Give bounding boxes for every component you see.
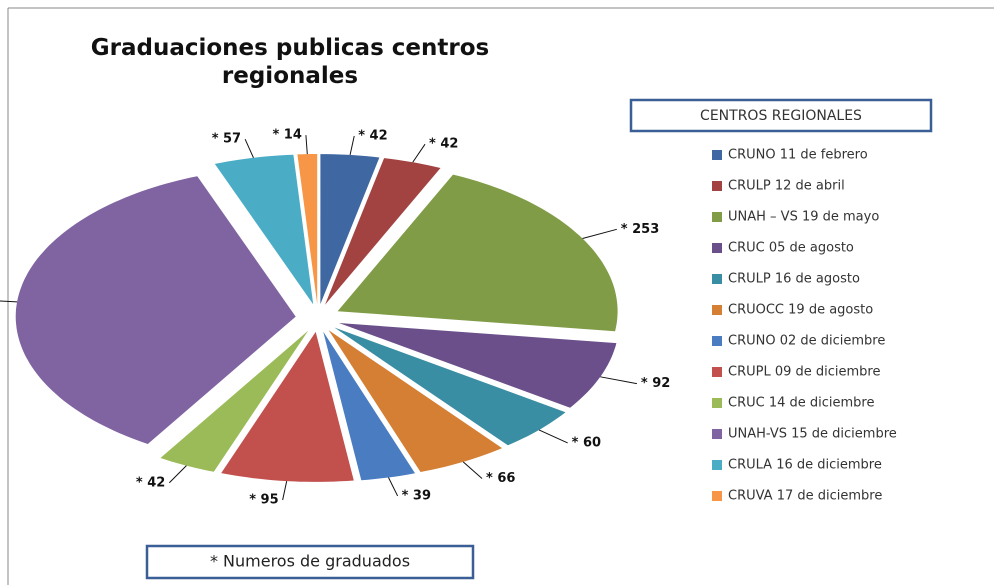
legend-label: CRUOCC 19 de agosto: [728, 303, 873, 318]
value-label: * 42: [136, 475, 165, 490]
pie-slice: [15, 176, 296, 444]
value-label: * 60: [572, 435, 601, 450]
value-label: * 253: [621, 222, 659, 237]
legend-label: CRULP 16 de agosto: [728, 272, 860, 287]
legend-swatch: [712, 274, 722, 284]
legend-label: CRUNO 02 de diciembre: [728, 334, 885, 349]
legend-label: CRUNO 11 de febrero: [728, 148, 868, 163]
note: * Numeros de graduados: [210, 552, 410, 571]
leader-line: [538, 429, 568, 444]
legend-title-box: [629, 98, 933, 133]
leader-line: [349, 135, 355, 156]
pie-slice: [160, 330, 309, 472]
legend-label: CRULA 16 de diciembre: [728, 458, 882, 473]
leader-line: [282, 481, 288, 501]
leader-line: [412, 143, 426, 163]
pie-slice: [297, 154, 318, 305]
legend-label: CRUPL 09 de diciembre: [728, 365, 881, 380]
legend-swatch: [712, 305, 722, 315]
legend-swatch: [712, 243, 722, 253]
legend-title: CENTROS REGIONALES: [700, 108, 862, 124]
legend-swatch: [712, 398, 722, 408]
leader-line: [244, 139, 254, 158]
legend-swatch: [712, 150, 722, 160]
legend-swatch: [712, 181, 722, 191]
pie-slice: [320, 154, 380, 305]
pie-slice: [325, 158, 441, 305]
pie-slice: [338, 323, 617, 408]
pie-slice: [328, 330, 503, 472]
legend-swatch: [712, 336, 722, 346]
chart-title: Graduaciones publicas centros regionales: [91, 35, 489, 89]
legend-label: CRUVA 17 de diciembre: [728, 489, 882, 504]
value-label: * 42: [358, 129, 387, 144]
value-label: * 39: [402, 488, 431, 503]
legend-label: CRUC 05 de agosto: [728, 241, 854, 256]
value-label: * 57: [212, 132, 241, 147]
legend-swatch: [712, 460, 722, 470]
leader-line: [305, 135, 308, 155]
pie-slice: [323, 331, 415, 481]
leader-line: [168, 465, 187, 484]
leader-line: [0, 300, 18, 303]
pie-slice: [334, 327, 566, 446]
leader-line: [600, 376, 637, 385]
legend-label: UNAH – VS 19 de mayo: [728, 210, 879, 225]
legend-swatch: [712, 212, 722, 222]
title: Graduaciones publicas centros regionales: [91, 35, 489, 89]
legend-label: UNAH-VS 15 de diciembre: [728, 427, 897, 442]
leader-line: [582, 228, 617, 240]
legend-label: CRUC 14 de diciembre: [728, 396, 875, 411]
value-label: * 42: [429, 137, 458, 152]
legend-swatch: [712, 429, 722, 439]
pie-slice: [337, 174, 618, 332]
leader-line: [462, 461, 483, 479]
legend-swatch: [712, 491, 722, 501]
value-label: * 95: [249, 493, 278, 508]
pie-slice: [214, 154, 314, 305]
value-label: * 66: [486, 471, 515, 486]
pie-slice: [221, 331, 354, 482]
leader-line: [388, 477, 399, 497]
note-box: [145, 544, 475, 580]
legend-swatch: [712, 367, 722, 377]
legend-label: CRULP 12 de abril: [728, 179, 845, 194]
value-label: * 92: [641, 376, 670, 391]
value-label: * 14: [272, 128, 301, 143]
